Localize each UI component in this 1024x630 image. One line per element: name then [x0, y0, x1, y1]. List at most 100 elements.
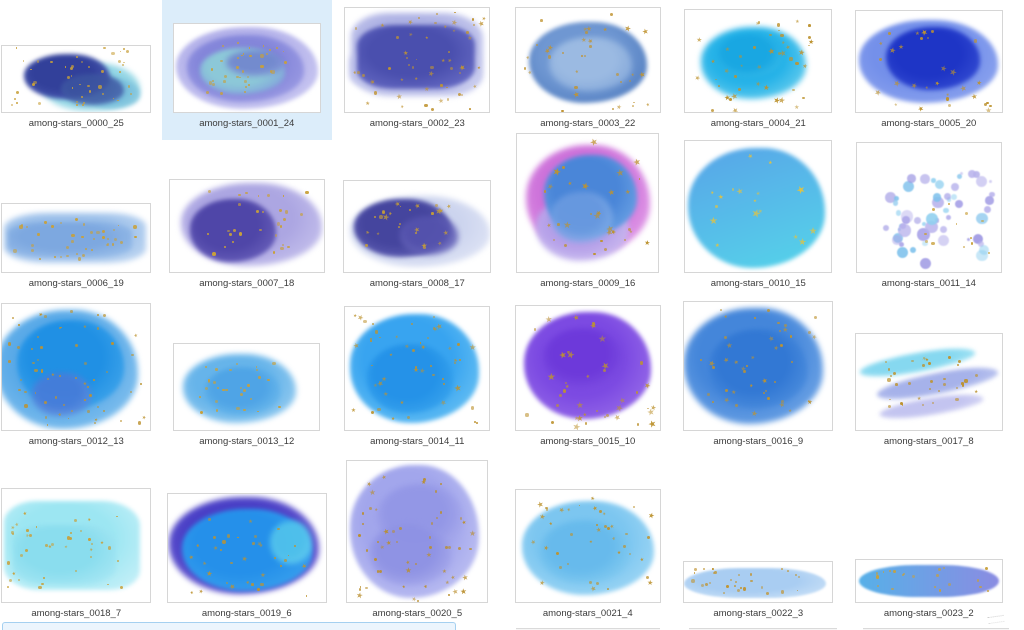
file-item[interactable]: among-stars_0013_12 [162, 300, 333, 458]
gold-star: ★ [610, 536, 617, 543]
paint-splatter-dot [900, 210, 914, 223]
gold-speck [229, 233, 232, 237]
gold-speck [139, 383, 142, 386]
gold-speck [37, 358, 40, 361]
file-thumbnail: ★★★★★★★★★★★★★★★★★ [514, 7, 661, 113]
file-thumbnail [1, 203, 152, 273]
gold-speck [646, 575, 650, 580]
gold-speck [430, 522, 434, 525]
gold-star: ★ [442, 230, 450, 238]
gold-speck [606, 413, 610, 417]
file-item[interactable]: ★ ★ ★ ★ ★ ★ ★ ★ ★ ★ ★ ★ ★ ★ ★ among-stars_0010_15 [673, 140, 844, 300]
gold-star: ★ [399, 76, 404, 82]
gold-speck [808, 44, 810, 47]
gold-star: ★ [598, 334, 608, 346]
gold-star: ★ [575, 399, 585, 411]
file-item[interactable]: ★ ★ ★ ★ ★ ★ ★ ★ ★ ★ ★ ★ ★ ★ ★ ★ ★ ★ ★ ★ ★ ★ ★ among-stars_0014_… [332, 300, 503, 458]
gold-speck [611, 108, 614, 111]
gold-speck [30, 68, 33, 71]
gold-speck [70, 409, 74, 412]
file-item[interactable]: among-stars_0011_14 [844, 140, 1015, 300]
file-item[interactable]: among-stars_0000_25 [0, 0, 162, 140]
file-item[interactable]: ★ ★ ★ ★ ★ ★ ★ ★ ★ ★ ★ ★ ★ ★ ★ ★ ★ ★ ★ ★ among-stars_0021_4 [503, 458, 674, 630]
gold-speck [277, 222, 281, 226]
file-item[interactable]: ★ ★ ★ ★ ★ ★ ★ ★ ★ ★ ★ ★ ★ ★ ★ ★ ★ ★ ★ ★ ★ ★ ★ among-stars_0020_… [332, 458, 503, 630]
gold-speck [457, 342, 461, 346]
gold-speck [81, 95, 84, 99]
file-item[interactable]: among-stars_0001_24 [161, 0, 332, 140]
gold-speck [268, 48, 272, 52]
gold-star: ★ [781, 325, 789, 334]
gold-speck [120, 419, 123, 423]
gold-speck [123, 61, 125, 64]
file-item[interactable]: ★ ★ ★ ★ among-stars_0017_8 [844, 300, 1015, 458]
gold-speck [247, 384, 250, 387]
file-item[interactable]: ★ ★ ★ ★ ★ ★ ★ ★ ★ ★ ★ ★ ★ ★ ★ ★ ★ ★ ★ ★ ★ ★ ★ ★ ★ ★ among-stars_00… [332, 0, 503, 140]
gold-star: ★ [975, 80, 983, 88]
gold-speck [876, 584, 880, 588]
gold-speck [89, 231, 93, 234]
gold-speck [632, 505, 635, 508]
file-item[interactable]: among-stars_0023_2 [844, 458, 1015, 630]
gold-speck [780, 343, 784, 348]
gold-speck [225, 388, 228, 392]
watercolor-blob [270, 521, 312, 565]
gold-speck [111, 243, 115, 246]
gold-speck [711, 568, 714, 570]
gold-speck [248, 83, 251, 86]
gold-star: ★ [695, 37, 703, 45]
file-item[interactable]: ★★★★★★★★★★★★★★★★★★★among-stars_0016_9 [673, 300, 844, 458]
gold-speck [36, 335, 40, 339]
file-label: among-stars_0014_11 [370, 436, 465, 447]
gold-speck [742, 369, 747, 373]
gold-speck [373, 215, 377, 218]
file-item[interactable]: ★ ★ ★ ★ ★ ★ ★ ★ ★ ★ among-stars_0018_7 [0, 458, 162, 630]
file-item[interactable]: among-stars_0022_3 [673, 458, 844, 630]
gold-speck [603, 415, 606, 418]
gold-star: ★ [615, 167, 626, 181]
file-item[interactable]: ★ ★ ★ ★ ★ ★ ★ ★ ★ ★ ★ ★ ★ ★ ★ among-stars_0019_6 [162, 458, 333, 630]
gold-speck [372, 323, 375, 326]
gold-speck [226, 534, 230, 538]
file-item[interactable]: ★ ★ ★ ★ ★ ★ ★ ★ among-stars_0012_13 [0, 300, 162, 458]
file-item[interactable]: ★ ★ ★ ★ ★ ★ ★ ★ ★ ★ ★ ★ ★ ★ ★ ★ ★ ★ ★ ★ ★ ★ ★ ★ among-stars_0004… [673, 0, 844, 140]
gold-speck [446, 86, 448, 89]
gold-speck [739, 55, 743, 59]
paint-splatter-dot [898, 241, 904, 248]
gold-speck [749, 573, 753, 576]
gold-speck [734, 585, 736, 588]
gold-speck [589, 45, 592, 48]
file-item[interactable]: among-stars_0007_18 [162, 140, 333, 300]
gold-speck [232, 228, 236, 232]
paint-splatter-dot [898, 224, 911, 237]
gold-speck [717, 85, 720, 88]
gold-speck [415, 58, 418, 61]
gold-speck [444, 545, 448, 549]
partial-next-row-selected-item[interactable] [2, 622, 456, 630]
file-item[interactable]: ★ ★ ★ ★ ★ ★ ★ ★ ★ ★ ★ ★ ★ among-stars_0008_17 [332, 140, 503, 300]
gold-star: ★ [444, 579, 450, 586]
gold-star: ★ [646, 579, 654, 587]
gold-speck [247, 75, 250, 78]
gold-star: ★ [547, 372, 557, 384]
gold-speck [567, 350, 570, 354]
gold-speck [62, 403, 65, 406]
file-item[interactable]: ★ ★ ★ ★ ★ ★ ★ ★ ★ ★ ★ ★ ★ ★ ★ ★ ★ ★ ★ ★ ★ ★ among-stars_0015_1… [503, 300, 674, 458]
gold-speck [215, 399, 219, 403]
file-item[interactable]: among-stars_0006_19 [0, 140, 162, 300]
gold-speck [470, 406, 475, 410]
gold-star: ★ [714, 242, 720, 250]
file-label: among-stars_0003_22 [540, 118, 636, 129]
file-item[interactable]: ★ ★ ★ ★ ★ ★ ★ ★ ★ ★ ★ ★ ★ ★ ★ ★ ★ ★ ★ among-stars_0005_20 [844, 0, 1015, 140]
file-label: among-stars_0012_13 [28, 436, 124, 447]
file-item[interactable]: ★ ★ ★ ★ ★ ★ ★ ★ ★ ★ ★ ★ ★ ★ ★ ★ ★ ★ among-stars_0009_16 [503, 133, 674, 300]
gold-star: ★ [642, 379, 653, 391]
gold-speck [112, 228, 115, 232]
gold-speck [434, 21, 437, 24]
file-item[interactable]: ★★★★★★★★★★★★★★★★★ among-stars_0003_22 [503, 0, 674, 140]
gold-star: ★ [449, 16, 459, 28]
gold-speck [596, 409, 599, 412]
gold-speck [245, 191, 248, 195]
gold-speck [74, 376, 77, 379]
gold-speck [88, 538, 92, 541]
